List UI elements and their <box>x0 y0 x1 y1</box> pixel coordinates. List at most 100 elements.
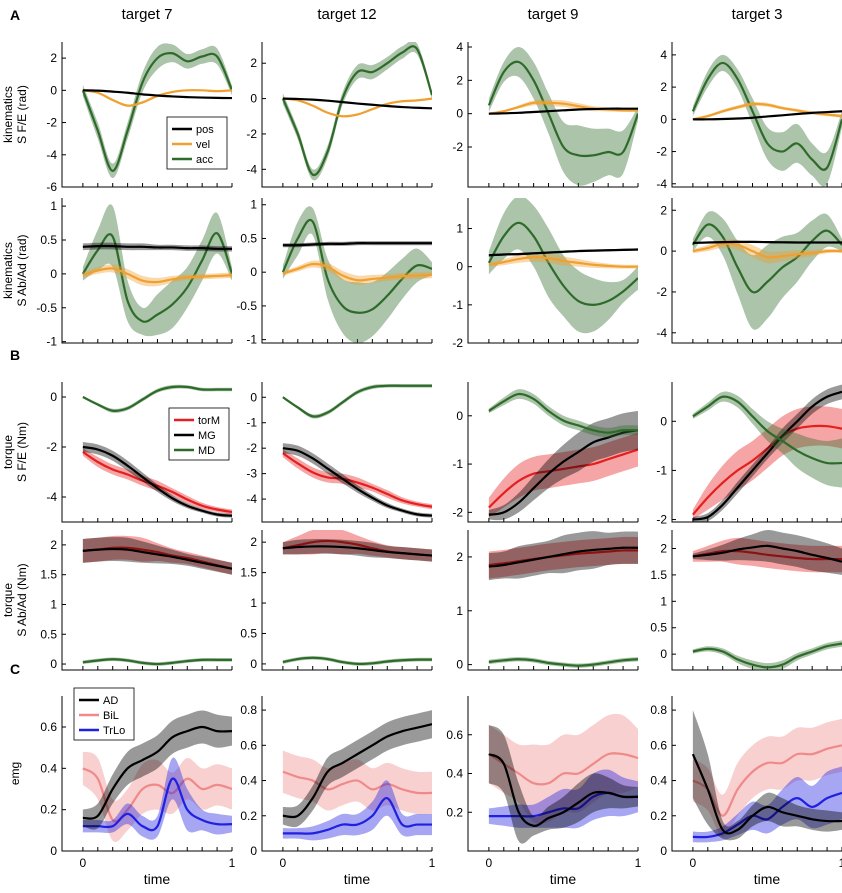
line-mg <box>692 390 842 521</box>
y-tick-label: 0.4 <box>446 767 463 781</box>
line-pos <box>488 248 638 257</box>
y-tick-label: 1 <box>456 604 463 618</box>
plot-area <box>81 43 232 179</box>
line-mg <box>282 447 432 517</box>
panel-r3-c1: 0 0.5 1 1.5 2 <box>240 530 433 671</box>
y-tick-label: 2 <box>660 541 667 555</box>
x-tick-label: 0 <box>80 856 87 870</box>
y-tick-label: -1 <box>246 333 257 347</box>
plot-area <box>82 535 232 666</box>
band-acc <box>488 47 638 186</box>
column-title-2: target 9 <box>528 6 579 23</box>
band-vel <box>692 239 842 264</box>
y-tick-label: 0.6 <box>446 728 463 742</box>
band-trlo <box>282 780 432 841</box>
legend-1: torM MG MD <box>168 407 230 461</box>
y-tick-label: -0.5 <box>236 299 257 313</box>
panel-r4-c0: 0 0.2 0.4 0.6 0 1 time <box>40 696 236 887</box>
line-vel <box>82 267 232 284</box>
y-tick-label: 1 <box>250 596 257 610</box>
y-tick-label: -2 <box>246 441 257 455</box>
plot-area <box>691 54 842 187</box>
axes-frame <box>671 42 842 188</box>
plot-area <box>692 530 842 670</box>
y-tick-label: 0 <box>50 267 57 281</box>
row-label-2-1: S F/E (Nm) <box>15 422 29 482</box>
band-ad <box>282 710 432 828</box>
y-tick-label: 0 <box>456 658 463 672</box>
plot-area <box>487 198 638 334</box>
axes-frame <box>671 382 842 523</box>
band-acc <box>488 198 638 334</box>
band-torm <box>692 406 842 520</box>
band-torm <box>282 530 432 562</box>
line-acc <box>281 218 432 314</box>
y-tick-label: 0 <box>250 657 257 671</box>
y-tick-label: 0.5 <box>650 621 667 635</box>
band-mg <box>692 530 842 575</box>
line-bil <box>488 752 638 786</box>
y-tick-label: 0.8 <box>240 703 257 717</box>
y-tick-label: -4 <box>46 490 57 504</box>
band-bil <box>488 713 638 824</box>
y-tick-label: 0.2 <box>40 803 57 817</box>
plot-area <box>282 383 432 518</box>
panel-r2-c0: -4 -2 0 <box>46 382 233 523</box>
axes-frame <box>61 530 232 671</box>
plot-area <box>487 47 638 186</box>
y-tick-label: 0.6 <box>650 738 667 752</box>
axes-frame <box>467 696 638 852</box>
line-mg <box>692 544 842 563</box>
y-tick-label: 1 <box>456 222 463 236</box>
y-tick-label: 2 <box>456 73 463 87</box>
column-title-0: target 7 <box>122 6 173 23</box>
y-tick-label: -4 <box>656 177 667 191</box>
y-tick-label: 0.5 <box>40 233 57 247</box>
line-torm <box>692 549 842 561</box>
plot-area <box>82 710 232 843</box>
line-acc <box>691 61 842 171</box>
y-tick-label: -1 <box>246 416 257 430</box>
y-tick-label: 1 <box>50 199 57 213</box>
band-trlo <box>488 769 638 829</box>
y-tick-label: -2 <box>46 440 57 454</box>
y-tick-label: -1 <box>452 457 463 471</box>
band-bil <box>282 750 432 815</box>
y-tick-label: 0 <box>50 390 57 404</box>
panel-r0-c1: -4 -2 0 2 <box>246 42 433 188</box>
y-tick-label: 0.4 <box>240 774 257 788</box>
y-tick-label: 0.2 <box>650 809 667 823</box>
line-pos <box>488 107 638 115</box>
x-tick-label: 1 <box>429 856 436 870</box>
y-tick-label: -4 <box>46 148 57 162</box>
line-md <box>488 658 638 667</box>
y-tick-label: 1 <box>50 597 57 611</box>
plot-area <box>488 389 638 521</box>
row-label-1-1: S Ab/Ad (rad) <box>15 234 29 306</box>
panel-r2-c1: -4 -3 -2 -1 0 <box>246 382 433 523</box>
y-tick-label: 2 <box>660 80 667 94</box>
axes-frame <box>261 382 432 523</box>
y-tick-label: 0 <box>660 112 667 126</box>
line-mg <box>488 546 638 568</box>
row-label-0-1: S F/E (rad) <box>15 85 29 144</box>
legend-label-ad: AD <box>103 695 118 707</box>
band-torm <box>488 432 638 518</box>
panel-r4-c3: 0 0.2 0.4 0.6 0.8 0 1 time <box>650 696 842 887</box>
line-md <box>692 395 842 465</box>
line-md <box>82 385 232 413</box>
panel-r1-c2: -2 -1 0 1 <box>452 198 639 350</box>
band-mg <box>488 531 638 581</box>
x-tick-label: 0 <box>280 856 287 870</box>
x-axis-label: time <box>144 871 171 887</box>
plot-area <box>282 530 432 666</box>
y-tick-label: 1.5 <box>650 568 667 582</box>
line-ad <box>282 723 432 819</box>
y-tick-label: -1 <box>46 335 57 349</box>
x-axis-label: time <box>550 871 577 887</box>
line-torm <box>488 448 638 509</box>
band-acc <box>692 54 842 187</box>
panel-r3-c2: 0 1 2 <box>456 530 639 672</box>
y-tick-label: 0 <box>250 844 257 858</box>
panel-r0-c0: -6 -4 -2 0 2 <box>46 42 233 194</box>
